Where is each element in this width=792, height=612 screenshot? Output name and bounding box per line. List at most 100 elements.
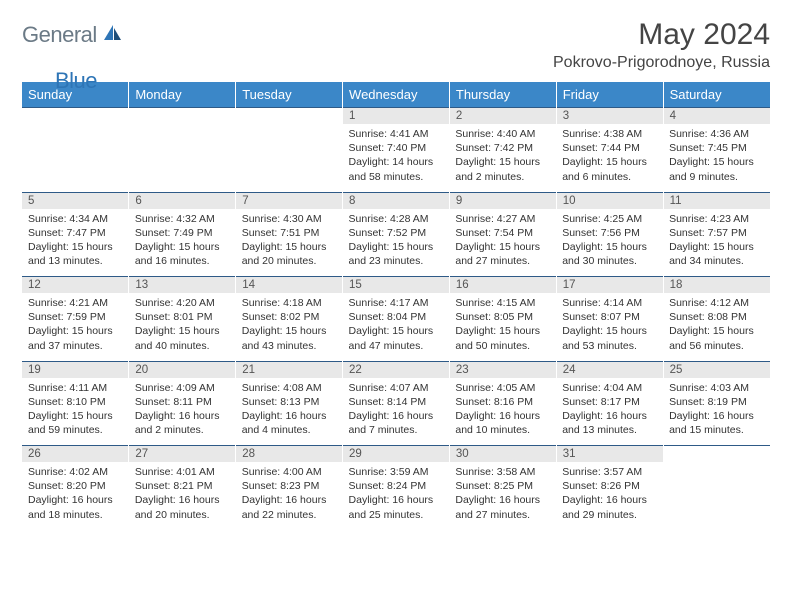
sunrise-text: Sunrise: 4:01 AM: [135, 465, 230, 479]
day-content-row: Sunrise: 4:02 AMSunset: 8:20 PMDaylight:…: [22, 462, 770, 530]
day-number-row: 567891011: [22, 192, 770, 209]
daylight-text: Daylight: 15 hours and 9 minutes.: [669, 155, 764, 183]
daylight-text: Daylight: 16 hours and 25 minutes.: [349, 493, 444, 521]
day-number-cell: 13: [129, 277, 236, 294]
day-content-cell: Sunrise: 4:30 AMSunset: 7:51 PMDaylight:…: [236, 209, 343, 277]
daylight-text: Daylight: 16 hours and 22 minutes.: [242, 493, 337, 521]
day-content-cell: Sunrise: 3:59 AMSunset: 8:24 PMDaylight:…: [343, 462, 450, 530]
sunset-text: Sunset: 8:17 PM: [562, 395, 657, 409]
logo-text-general: General: [22, 22, 97, 48]
day-number-cell: 18: [663, 277, 770, 294]
day-content-cell: Sunrise: 4:18 AMSunset: 8:02 PMDaylight:…: [236, 293, 343, 361]
daylight-text: Daylight: 15 hours and 30 minutes.: [562, 240, 657, 268]
sunset-text: Sunset: 8:02 PM: [242, 310, 337, 324]
day-number-cell: 19: [22, 361, 129, 378]
daylight-text: Daylight: 16 hours and 4 minutes.: [242, 409, 337, 437]
sunrise-text: Sunrise: 4:41 AM: [349, 127, 444, 141]
day-content-cell: [22, 124, 129, 192]
daylight-text: Daylight: 16 hours and 29 minutes.: [562, 493, 657, 521]
daylight-text: Daylight: 16 hours and 13 minutes.: [562, 409, 657, 437]
day-number-cell: 29: [343, 446, 450, 463]
day-number-cell: 10: [556, 192, 663, 209]
daylight-text: Daylight: 15 hours and 59 minutes.: [28, 409, 123, 437]
daylight-text: Daylight: 15 hours and 2 minutes.: [455, 155, 550, 183]
day-number-cell: [22, 108, 129, 125]
day-content-row: Sunrise: 4:41 AMSunset: 7:40 PMDaylight:…: [22, 124, 770, 192]
daylight-text: Daylight: 15 hours and 20 minutes.: [242, 240, 337, 268]
sunrise-text: Sunrise: 4:28 AM: [349, 212, 444, 226]
day-header: Wednesday: [343, 82, 450, 108]
day-number-row: 12131415161718: [22, 277, 770, 294]
day-content-cell: Sunrise: 4:05 AMSunset: 8:16 PMDaylight:…: [449, 378, 556, 446]
day-content-cell: Sunrise: 4:21 AMSunset: 7:59 PMDaylight:…: [22, 293, 129, 361]
daylight-text: Daylight: 16 hours and 27 minutes.: [455, 493, 550, 521]
sunrise-text: Sunrise: 4:17 AM: [349, 296, 444, 310]
day-header: Friday: [556, 82, 663, 108]
day-content-row: Sunrise: 4:11 AMSunset: 8:10 PMDaylight:…: [22, 378, 770, 446]
sunrise-text: Sunrise: 4:14 AM: [562, 296, 657, 310]
day-content-cell: Sunrise: 4:11 AMSunset: 8:10 PMDaylight:…: [22, 378, 129, 446]
daylight-text: Daylight: 14 hours and 58 minutes.: [349, 155, 444, 183]
day-content-cell: Sunrise: 4:01 AMSunset: 8:21 PMDaylight:…: [129, 462, 236, 530]
day-number-cell: 14: [236, 277, 343, 294]
day-number-cell: [129, 108, 236, 125]
sunset-text: Sunset: 8:14 PM: [349, 395, 444, 409]
location: Pokrovo-Prigorodnoye, Russia: [553, 54, 770, 72]
sunrise-text: Sunrise: 4:09 AM: [135, 381, 230, 395]
sunset-text: Sunset: 7:57 PM: [669, 226, 764, 240]
sunset-text: Sunset: 7:42 PM: [455, 141, 550, 155]
sunrise-text: Sunrise: 4:18 AM: [242, 296, 337, 310]
sunset-text: Sunset: 7:54 PM: [455, 226, 550, 240]
sunrise-text: Sunrise: 4:05 AM: [455, 381, 550, 395]
day-number-cell: 30: [449, 446, 556, 463]
sunrise-text: Sunrise: 4:34 AM: [28, 212, 123, 226]
sunset-text: Sunset: 8:19 PM: [669, 395, 764, 409]
day-number-cell: 7: [236, 192, 343, 209]
day-number-cell: 25: [663, 361, 770, 378]
sunset-text: Sunset: 8:21 PM: [135, 479, 230, 493]
day-number-cell: 16: [449, 277, 556, 294]
sunset-text: Sunset: 8:07 PM: [562, 310, 657, 324]
day-content-cell: Sunrise: 4:38 AMSunset: 7:44 PMDaylight:…: [556, 124, 663, 192]
daylight-text: Daylight: 15 hours and 6 minutes.: [562, 155, 657, 183]
daylight-text: Daylight: 16 hours and 15 minutes.: [669, 409, 764, 437]
sunrise-text: Sunrise: 4:27 AM: [455, 212, 550, 226]
sunset-text: Sunset: 7:56 PM: [562, 226, 657, 240]
day-content-cell: Sunrise: 3:57 AMSunset: 8:26 PMDaylight:…: [556, 462, 663, 530]
day-number-cell: 15: [343, 277, 450, 294]
sunset-text: Sunset: 7:44 PM: [562, 141, 657, 155]
calendar-table: SundayMondayTuesdayWednesdayThursdayFrid…: [22, 82, 770, 530]
daylight-text: Daylight: 15 hours and 53 minutes.: [562, 324, 657, 352]
daylight-text: Daylight: 15 hours and 16 minutes.: [135, 240, 230, 268]
sunrise-text: Sunrise: 4:03 AM: [669, 381, 764, 395]
day-header-row: SundayMondayTuesdayWednesdayThursdayFrid…: [22, 82, 770, 108]
logo: General: [22, 18, 126, 48]
day-number-cell: 4: [663, 108, 770, 125]
day-content-cell: Sunrise: 4:36 AMSunset: 7:45 PMDaylight:…: [663, 124, 770, 192]
day-header: Tuesday: [236, 82, 343, 108]
day-number-cell: 20: [129, 361, 236, 378]
sunset-text: Sunset: 8:11 PM: [135, 395, 230, 409]
daylight-text: Daylight: 15 hours and 43 minutes.: [242, 324, 337, 352]
sunset-text: Sunset: 7:51 PM: [242, 226, 337, 240]
sunset-text: Sunset: 7:47 PM: [28, 226, 123, 240]
day-number-cell: [663, 446, 770, 463]
daylight-text: Daylight: 15 hours and 50 minutes.: [455, 324, 550, 352]
daylight-text: Daylight: 16 hours and 20 minutes.: [135, 493, 230, 521]
sunset-text: Sunset: 8:20 PM: [28, 479, 123, 493]
day-content-cell: Sunrise: 4:20 AMSunset: 8:01 PMDaylight:…: [129, 293, 236, 361]
day-content-cell: [236, 124, 343, 192]
day-number-cell: 28: [236, 446, 343, 463]
day-number-row: 1234: [22, 108, 770, 125]
sunrise-text: Sunrise: 4:23 AM: [669, 212, 764, 226]
day-number-cell: 2: [449, 108, 556, 125]
daylight-text: Daylight: 16 hours and 7 minutes.: [349, 409, 444, 437]
sunrise-text: Sunrise: 4:30 AM: [242, 212, 337, 226]
day-number-cell: 22: [343, 361, 450, 378]
day-number-cell: 6: [129, 192, 236, 209]
header: General May 2024 Pokrovo-Prigorodnoye, R…: [22, 18, 770, 72]
day-number-cell: 12: [22, 277, 129, 294]
sunset-text: Sunset: 8:16 PM: [455, 395, 550, 409]
day-content-cell: Sunrise: 4:34 AMSunset: 7:47 PMDaylight:…: [22, 209, 129, 277]
day-number-cell: 24: [556, 361, 663, 378]
